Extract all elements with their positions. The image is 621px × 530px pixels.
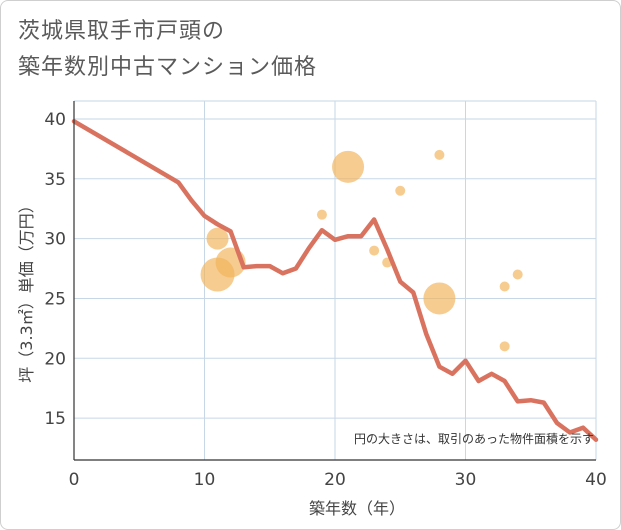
title-line-2: 築年数別中古マンション価格 [18, 55, 318, 80]
bubble-point [332, 150, 365, 183]
y-tick-label: 20 [44, 349, 66, 369]
y-tick-label: 30 [44, 230, 66, 250]
bubble-point [499, 281, 510, 292]
bubble-point [423, 282, 456, 315]
y-tick-label: 25 [44, 289, 66, 309]
tick-labels: 0 10 20 30 40 15 20 25 30 35 40 [44, 110, 606, 490]
average-price-line [71, 119, 599, 442]
chart-title: 茨城県取手市戸頭の 築年数別中古マンション価格 [18, 14, 317, 86]
bubble-point [434, 149, 445, 160]
bubble-point [206, 227, 229, 250]
axes [73, 101, 596, 461]
average-line-series [71, 119, 599, 442]
bubble-point [369, 245, 380, 256]
bubble-point [512, 269, 523, 280]
x-axis-label: 築年数（年） [309, 499, 405, 518]
y-tick-label: 15 [44, 409, 66, 429]
grid-lines [74, 100, 597, 460]
x-tick-label: 10 [194, 470, 216, 490]
y-tick-label: 35 [44, 170, 66, 190]
x-tick-label: 20 [324, 470, 346, 490]
bubble-point [316, 209, 327, 220]
bubble-point [499, 341, 510, 352]
bubble-size-note: 円の大きさは、取引のあった物件面積を示す [354, 431, 594, 446]
bubble-series [200, 149, 523, 352]
y-tick-label: 40 [44, 110, 66, 130]
title-line-1: 茨城県取手市戸頭の [18, 19, 226, 44]
bubble-point [395, 185, 406, 196]
x-tick-label: 0 [69, 470, 80, 490]
x-tick-label: 40 [585, 470, 607, 490]
x-tick-label: 30 [455, 470, 477, 490]
y-axis-label: 坪（3.3㎡）単価（万円） [17, 197, 36, 382]
